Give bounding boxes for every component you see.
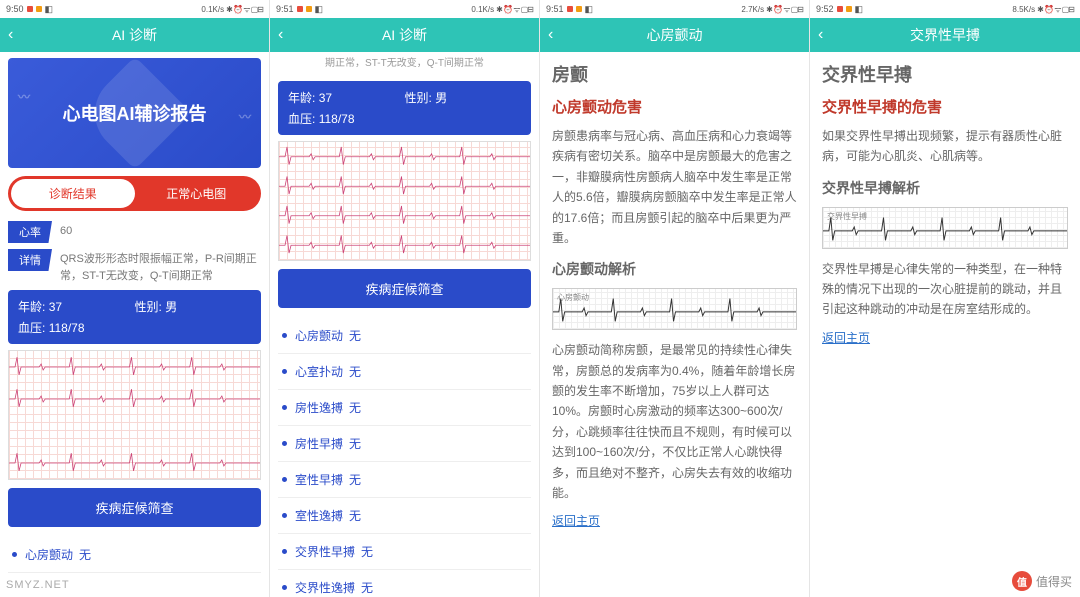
article-h1: 交界性早搏 xyxy=(822,60,1068,91)
panel-4: 9:52◧ 8.5K/s✱ ⏰ ᯤ ▢⊟ ‹ 交界性早搏 交界性早搏 交界性早搏… xyxy=(810,0,1080,597)
ecg-chart xyxy=(278,141,531,261)
smyz-watermark: SMYZ.NET xyxy=(6,579,70,591)
app-header: ‹ 交界性早搏 xyxy=(810,18,1080,52)
tab-diagnosis[interactable]: 诊断结果 xyxy=(11,179,135,208)
patient-info: 年龄: 37 性别: 男 血压: 118/78 xyxy=(278,81,531,135)
header-title: 心房颤动 xyxy=(647,25,703,45)
result-tabs: 诊断结果 正常心电图 xyxy=(8,176,261,211)
zdm-logo-icon: 值 xyxy=(1012,571,1032,591)
disease-item[interactable]: 交界性早搏无 xyxy=(278,534,531,570)
screening-button[interactable]: 疾病症候筛查 xyxy=(278,269,531,308)
ecg-strip: 交界性早搏 xyxy=(822,207,1068,249)
hero-banner: 〰〰 心电图AI辅诊报告 xyxy=(8,58,261,168)
disease-item[interactable]: 室性逸搏无 xyxy=(278,498,531,534)
app-header: ‹ 心房颤动 xyxy=(540,18,809,52)
ecg-chart xyxy=(8,350,261,480)
back-home-link[interactable]: 返回主页 xyxy=(822,331,870,345)
article-p: 如果交界性早搏出现频繁，提示有器质性心脏病，可能为心肌炎、心肌病等。 xyxy=(822,126,1068,167)
app-header: ‹ AI 诊断 xyxy=(0,18,269,52)
disease-item[interactable]: 心房颤动 无 xyxy=(8,537,261,573)
status-bar: 9:51◧ 0.1K/s✱ ⏰ ᯤ ▢⊟ xyxy=(270,0,539,18)
back-home-link[interactable]: 返回主页 xyxy=(552,514,600,528)
disease-item[interactable]: 室性早搏无 xyxy=(278,462,531,498)
panel-2: 9:51◧ 0.1K/s✱ ⏰ ᯤ ▢⊟ ‹ AI 诊断 期正常，ST-T无改变… xyxy=(270,0,540,597)
zdm-watermark: 值 值得买 xyxy=(1008,569,1076,593)
panel-3: 9:51◧ 2.7K/s✱ ⏰ ᯤ ▢⊟ ‹ 心房颤动 房颤 心房颤动危害 房颤… xyxy=(540,0,810,597)
disease-item[interactable]: 房性逸搏无 xyxy=(278,390,531,426)
back-icon[interactable]: ‹ xyxy=(818,27,823,43)
article-h3: 交界性早搏解析 xyxy=(822,177,1068,201)
header-title: AI 诊断 xyxy=(382,25,427,45)
article-h2: 心房颤动危害 xyxy=(552,95,797,121)
screening-button[interactable]: 疾病症候筛查 xyxy=(8,488,261,527)
truncated-detail: 期正常，ST-T无改变，Q-T间期正常 xyxy=(278,52,531,75)
app-header: ‹ AI 诊断 xyxy=(270,18,539,52)
article-p: 房颤患病率与冠心病、高血压病和心力衰竭等疾病有密切关系。脑卒中是房颤最大的危害之… xyxy=(552,126,797,248)
back-icon[interactable]: ‹ xyxy=(278,27,283,43)
header-title: AI 诊断 xyxy=(112,25,157,45)
tab-normal-ecg[interactable]: 正常心电图 xyxy=(135,179,259,208)
back-icon[interactable]: ‹ xyxy=(8,27,13,43)
disease-item[interactable]: 房性早搏无 xyxy=(278,426,531,462)
disease-item[interactable]: 心房颤动无 xyxy=(278,318,531,354)
patient-info: 年龄: 37 性别: 男 血压: 118/78 xyxy=(8,290,261,344)
article-h3: 心房颤动解析 xyxy=(552,258,797,282)
status-bar: 9:52◧ 8.5K/s✱ ⏰ ᯤ ▢⊟ xyxy=(810,0,1080,18)
status-bar: 9:51◧ 2.7K/s✱ ⏰ ᯤ ▢⊟ xyxy=(540,0,809,18)
ecg-strip: 心房颤动 xyxy=(552,288,797,330)
back-icon[interactable]: ‹ xyxy=(548,27,553,43)
article-h1: 房颤 xyxy=(552,60,797,91)
panel-1: 9:50◧ 0.1K/s✱ ⏰ ᯤ ▢⊟ ‹ AI 诊断 〰〰 心电图AI辅诊报… xyxy=(0,0,270,597)
disease-item[interactable]: 交界性逸搏无 xyxy=(278,570,531,597)
article-h2: 交界性早搏的危害 xyxy=(822,95,1068,121)
status-bar: 9:50◧ 0.1K/s✱ ⏰ ᯤ ▢⊟ xyxy=(0,0,269,18)
heart-rate-row: 心率 60 xyxy=(8,221,261,243)
detail-row: 详情 QRS波形形态时限振幅正常，P-R间期正常，ST-T无改变，Q-T间期正常 xyxy=(8,249,261,284)
article-p: 心房颤动简称房颤，是最常见的持续性心律失常，房颤总的发病率为0.4%，随着年龄增… xyxy=(552,340,797,503)
disease-item[interactable]: 心室扑动无 xyxy=(278,354,531,390)
header-title: 交界性早搏 xyxy=(910,25,980,45)
article-p: 交界性早搏是心律失常的一种类型，在一种特殊的情况下出现的一次心脏提前的跳动，并且… xyxy=(822,259,1068,320)
